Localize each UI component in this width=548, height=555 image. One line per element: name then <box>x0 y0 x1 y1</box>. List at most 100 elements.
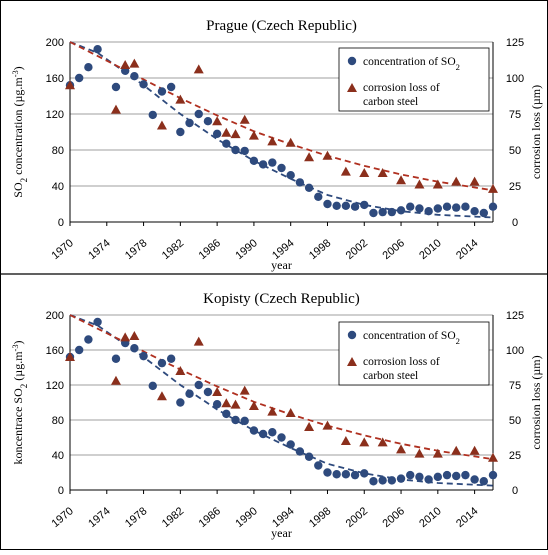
so2-data-point <box>231 145 240 155</box>
corrosion-data-point <box>285 137 296 147</box>
so2-data-point <box>231 415 240 425</box>
y2-tick-label: 25 <box>509 450 521 462</box>
corrosion-data-point <box>239 385 250 395</box>
corrosion-data-point <box>120 332 131 342</box>
so2-data-point <box>433 472 443 482</box>
corrosion-data-point <box>230 399 241 409</box>
y-tick-label: 0 <box>58 485 64 497</box>
so2-data-point <box>249 426 259 435</box>
y-axis-label: koncentrace SO2 (µg.m-3) <box>11 340 30 464</box>
so2-data-point <box>387 476 397 485</box>
corrosion-data-point <box>175 94 186 104</box>
so2-data-point <box>176 127 185 137</box>
corrosion-data-point <box>396 175 407 185</box>
x-axis-label: year <box>271 258 292 272</box>
so2-data-point <box>369 208 378 218</box>
corrosion-data-point <box>110 104 121 114</box>
legend-label-so2: concentration of SO2 <box>363 330 460 346</box>
y2-axis-label: corrosion loss (µm) <box>529 85 543 179</box>
corrosion-data-point <box>304 152 315 162</box>
so2-data-point <box>157 87 167 96</box>
so2-data-point <box>314 461 323 470</box>
corrosion-data-point <box>221 127 232 137</box>
so2-data-point <box>74 73 84 83</box>
legend-label-corrosion: corrosion loss of carbon steel <box>363 356 440 382</box>
corrosion-data-point <box>65 352 75 361</box>
so2-data-point <box>166 354 176 363</box>
corrosion-data-point <box>156 120 167 130</box>
legend-label-so2: concentration of SO2 <box>363 56 460 72</box>
corrosion-data-point <box>230 129 241 139</box>
so2-data-point <box>396 206 406 215</box>
so2-data-point <box>240 416 249 426</box>
y2-tick-label: 50 <box>509 415 521 427</box>
so2-data-point <box>74 345 84 355</box>
so2-data-point <box>424 207 433 216</box>
corrosion-data-point <box>414 448 425 458</box>
corrosion-data-point <box>469 445 480 455</box>
so2-data-point <box>185 389 194 398</box>
so2-data-point <box>442 470 452 480</box>
y2-tick-label: 125 <box>506 310 524 322</box>
so2-data-point <box>378 207 387 217</box>
corrosion-data-point <box>432 179 443 189</box>
so2-data-point <box>286 171 295 180</box>
corrosion-data-point <box>267 406 278 416</box>
so2-data-point <box>341 470 351 479</box>
so2-data-point <box>452 203 461 212</box>
corrosion-data-point <box>120 60 131 70</box>
so2-data-point <box>323 199 332 209</box>
so2-data-point <box>111 354 121 363</box>
so2-data-point <box>323 468 332 477</box>
corrosion-data-point <box>129 58 140 68</box>
y-tick-label: 0 <box>58 217 64 229</box>
so2-data-point <box>350 470 360 480</box>
so2-data-point <box>479 208 489 218</box>
y2-axis-label: corrosion loss (µm) <box>529 355 543 449</box>
so2-data-point <box>479 477 489 486</box>
y2-tick-label: 75 <box>509 380 521 392</box>
so2-data-point <box>332 201 341 210</box>
y-tick-label: 160 <box>46 345 64 357</box>
so2-data-point <box>360 200 369 210</box>
corrosion-data-point <box>212 387 223 396</box>
y-tick-label: 120 <box>46 109 64 121</box>
legend-box <box>338 47 490 112</box>
corrosion-data-point <box>377 168 388 178</box>
corrosion-data-point <box>359 437 370 447</box>
corrosion-data-point <box>65 80 75 90</box>
corrosion-data-point <box>432 448 443 458</box>
so2-data-point <box>203 387 213 397</box>
so2-data-point <box>222 409 231 419</box>
so2-data-point <box>461 202 470 211</box>
so2-data-point <box>406 202 415 211</box>
y2-tick-label: 0 <box>512 485 518 497</box>
corrosion-data-point <box>451 176 462 186</box>
corrosion-data-point <box>322 150 333 160</box>
corrosion-data-point <box>221 398 232 408</box>
so2-data-point <box>212 129 222 138</box>
so2-data-point <box>442 202 452 211</box>
corrosion-data-point <box>193 336 204 346</box>
so2-data-point <box>157 358 167 368</box>
so2-data-point <box>406 470 415 480</box>
so2-data-point <box>185 118 194 128</box>
legend: concentration of SO2 corrosion loss of car… <box>338 47 490 112</box>
corrosion-data-point <box>248 130 259 140</box>
so2-data-point <box>212 400 222 409</box>
so2-data-point <box>304 183 314 192</box>
y2-tick-label: 100 <box>506 73 524 85</box>
so2-data-point <box>424 475 433 484</box>
corrosion-data-point <box>129 331 140 340</box>
legend-triangle-marker <box>347 83 357 92</box>
x-axis-label: year <box>271 526 292 540</box>
y-tick-label: 120 <box>46 380 64 392</box>
corrosion-data-point <box>396 444 407 454</box>
y-tick-label: 40 <box>52 181 64 193</box>
so2-data-point <box>176 398 185 407</box>
legend-box <box>338 321 490 386</box>
corrosion-data-point <box>212 116 223 126</box>
corrosion-data-point <box>110 375 121 385</box>
chart-title: Kopisty (Czech Republic) <box>203 291 360 307</box>
